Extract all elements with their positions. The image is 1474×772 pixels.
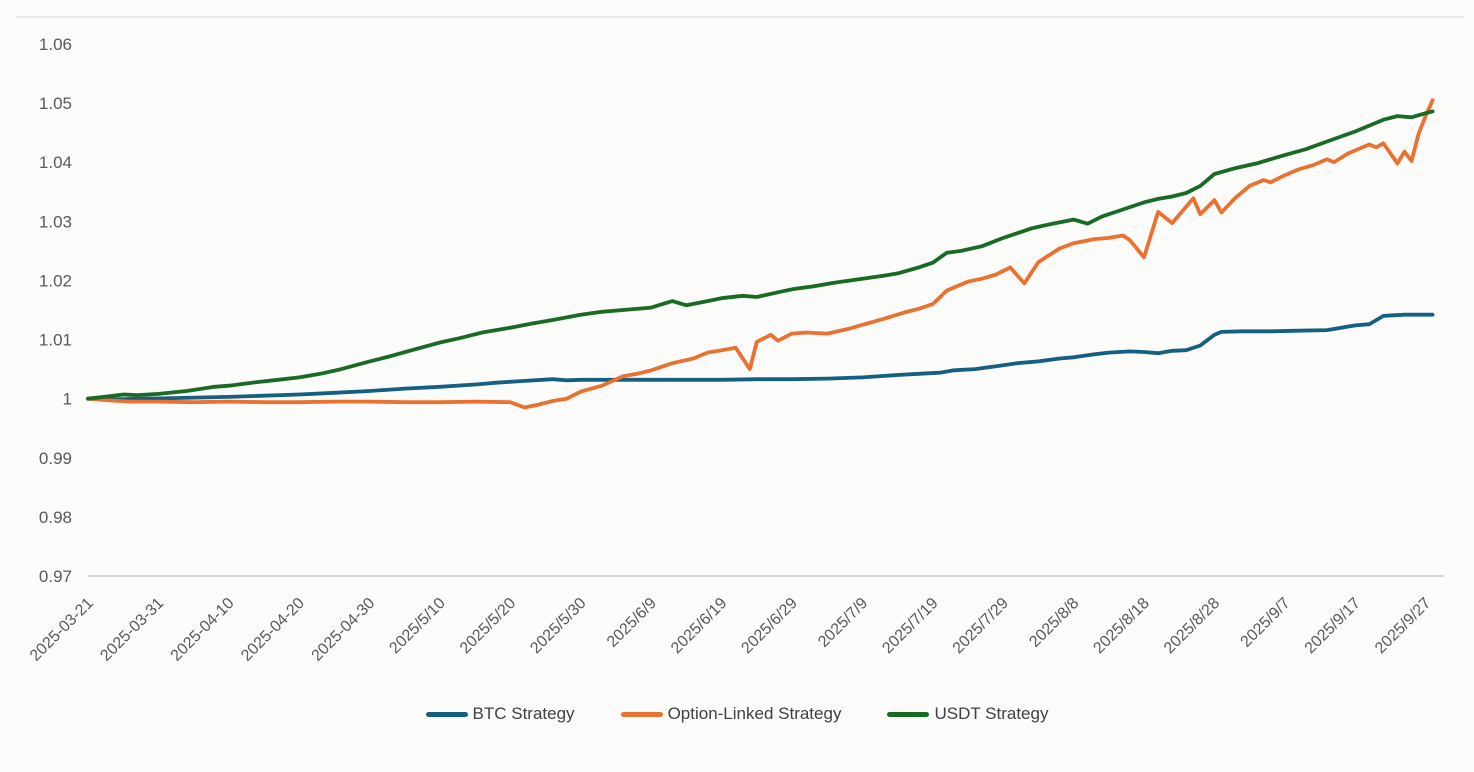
legend-swatch-icon [887, 711, 930, 717]
x-axis-tick-label: 2025/9/7 [1238, 595, 1294, 651]
x-axis-tick-label: 2025/7/9 [815, 595, 871, 651]
y-axis-tick-label: 0.97 [39, 567, 72, 586]
x-axis-tick-label: 2025-03-21 [27, 595, 97, 665]
y-axis-tick-label: 1.02 [39, 271, 72, 290]
y-axis-tick-label: 0.99 [39, 449, 72, 468]
y-axis-tick-label: 0.98 [39, 508, 72, 527]
x-axis-tick-label: 2025/7/19 [879, 595, 941, 657]
x-axis-tick-label: 2025/9/27 [1372, 595, 1434, 657]
x-axis-tick-label: 2025-04-30 [309, 595, 379, 665]
legend-item-usdt-strategy: USDT Strategy [887, 704, 1048, 724]
y-axis-tick-label: 1 [63, 390, 72, 409]
chart-legend: BTC Strategy Option-Linked Strategy USDT S… [0, 704, 1474, 724]
y-axis-tick-label: 1.03 [39, 212, 72, 231]
x-axis-tick-label: 2025/8/8 [1026, 595, 1082, 651]
top-divider [16, 16, 1464, 18]
y-axis-tick-label: 1.05 [39, 94, 72, 113]
series-line-btc-strategy [86, 312, 1435, 402]
x-axis-tick-label: 2025/6/19 [668, 595, 730, 657]
y-axis-tick-label: 1.01 [39, 331, 72, 350]
legend-label: USDT Strategy [934, 704, 1049, 723]
x-axis-tick-label: 2025/5/30 [527, 595, 589, 657]
x-axis-tick-label: 2025/6/9 [604, 595, 660, 651]
series-line-option-linked-strategy [86, 98, 1435, 410]
x-axis-tick-label: 2025/7/29 [950, 595, 1012, 657]
x-axis-tick-label: 2025/8/28 [1161, 595, 1223, 657]
series-line-usdt-strategy [86, 109, 1435, 401]
y-axis-tick-label: 1.04 [39, 153, 72, 172]
x-axis-tick-label: 2025/8/18 [1090, 595, 1152, 657]
legend-item-btc-strategy: BTC Strategy [425, 704, 575, 724]
legend-swatch-icon [620, 711, 663, 717]
x-axis-tick-label: 2025/5/20 [457, 595, 519, 657]
legend-item-option-linked-strategy: Option-Linked Strategy [620, 704, 842, 724]
x-axis-tick-label: 2025-03-31 [97, 595, 167, 665]
x-axis-tick-label: 2025/9/17 [1302, 595, 1364, 657]
legend-swatch-icon [425, 711, 468, 717]
x-axis-tick-label: 2025/6/29 [738, 595, 800, 657]
legend-label: BTC Strategy [472, 704, 575, 723]
performance-line-chart: 1.06 1.05 1.04 1.03 1.02 1.01 1 0.99 0.98 0.97 202… [27, 35, 1444, 665]
y-axis-tick-label: 1.06 [39, 35, 72, 54]
x-axis-tick-label: 2025-04-20 [238, 595, 308, 665]
x-axis-tick-label: 2025/5/10 [386, 595, 448, 657]
x-axis-tick-label: 2025-04-10 [168, 595, 238, 665]
legend-label: Option-Linked Strategy [667, 704, 842, 723]
